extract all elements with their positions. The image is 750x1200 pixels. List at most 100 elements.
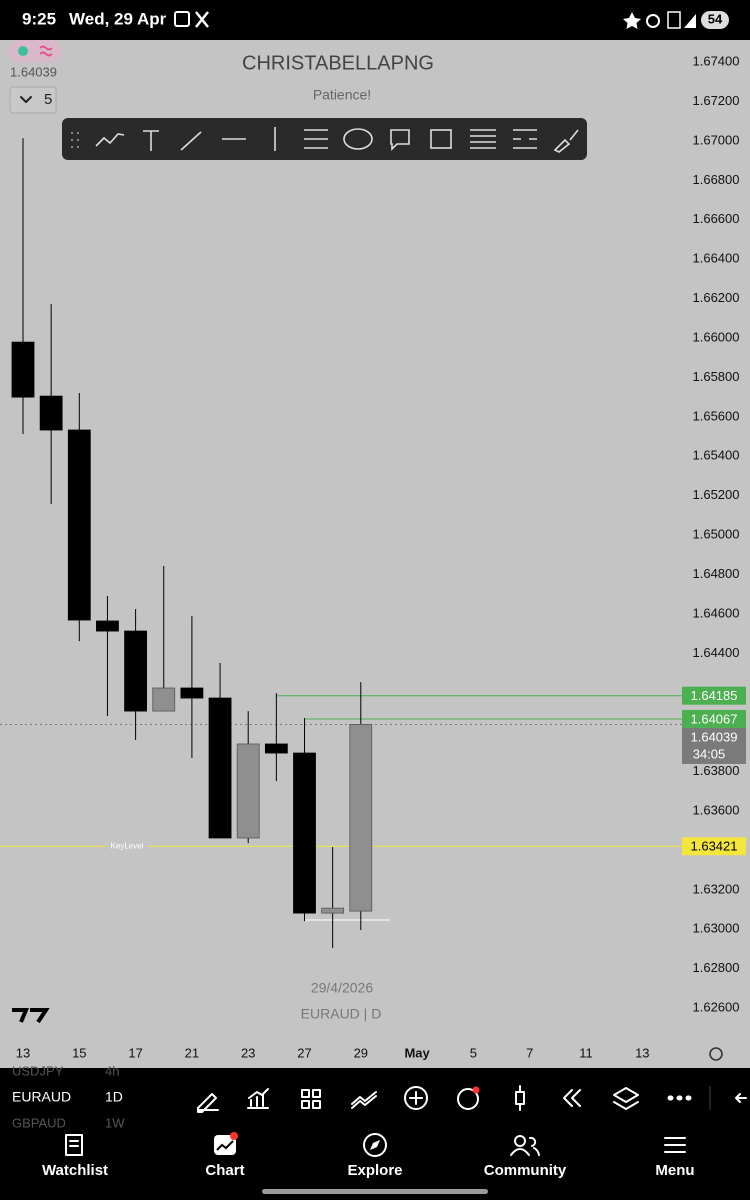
price-tag-label: 1.64185 [691, 688, 738, 703]
y-tick-label: 1.63600 [693, 802, 740, 817]
tool-fib[interactable] [304, 129, 328, 149]
x-tick-label: 27 [297, 1045, 311, 1060]
x-tick-label: 5 [470, 1045, 477, 1060]
candle-body [180, 687, 204, 699]
nav-item[interactable]: Menu [655, 1162, 694, 1179]
y-tick-label: 1.67000 [693, 132, 740, 147]
alert-dot [472, 1086, 480, 1094]
nav-item[interactable]: Chart [205, 1162, 244, 1179]
nav-item[interactable]: Watchlist [42, 1162, 108, 1179]
indicator-dot [18, 46, 28, 56]
y-tick-label: 1.66200 [693, 290, 740, 305]
tool-text[interactable] [143, 130, 159, 151]
tool-brush[interactable] [553, 129, 579, 153]
y-tick-label: 1.64600 [693, 605, 740, 620]
symbol-label: EURAUD | D [301, 1006, 382, 1022]
candle-body [39, 395, 63, 431]
candle-body [293, 752, 316, 914]
watchlist-interval: 1D [105, 1089, 123, 1105]
nav-icon-detail [510, 1136, 540, 1156]
x-tick-label: 21 [185, 1045, 199, 1060]
tool-sline[interactable] [513, 129, 537, 149]
tool-undo[interactable] [735, 1093, 747, 1103]
dropdown-arrow [20, 96, 32, 103]
candle-body [124, 630, 147, 712]
status-icon [623, 12, 641, 29]
tool-chart-type[interactable] [515, 1085, 525, 1111]
tool-lines[interactable] [470, 129, 496, 149]
x-tick-label: 7 [526, 1045, 533, 1060]
chart-tools [197, 1085, 747, 1113]
drag-handle [71, 132, 79, 148]
candle-body [236, 743, 260, 839]
nav-bar [0, 1128, 750, 1200]
nav-icon-detail [370, 1140, 380, 1150]
interval-select[interactable] [9, 86, 57, 114]
x-tick-label: 15 [72, 1045, 86, 1060]
x-tick-label: 11 [579, 1045, 593, 1060]
home-indicator [262, 1189, 488, 1194]
status-icon [195, 11, 209, 28]
tool-compare[interactable] [351, 1091, 377, 1109]
y-tick-label: 1.65800 [693, 369, 740, 384]
watchlist-symbol[interactable]: EURAUD [12, 1089, 71, 1105]
tool-add[interactable] [404, 1086, 428, 1110]
status-date: Wed, 29 Apr [69, 9, 167, 28]
y-tick-label: 1.63200 [693, 881, 740, 896]
tool-draw[interactable] [197, 1093, 219, 1113]
price-tag [682, 686, 746, 705]
nav-item[interactable]: Explore [347, 1162, 402, 1179]
candle-body [321, 907, 345, 914]
candle-body [11, 341, 35, 398]
candle-body [264, 743, 288, 754]
x-tick-label: 23 [241, 1045, 255, 1060]
tool-path[interactable] [95, 133, 125, 147]
tool-add-plus [409, 1091, 423, 1105]
tool-indicators[interactable] [247, 1088, 269, 1109]
y-tick-label: 1.66800 [693, 172, 740, 187]
tool-ellipse[interactable] [343, 128, 373, 150]
tool-layouts[interactable] [301, 1089, 321, 1109]
price-tag [682, 727, 746, 764]
nav-item[interactable]: Community [484, 1162, 567, 1179]
tool-alert[interactable] [457, 1088, 479, 1110]
candle-body [152, 687, 176, 712]
indicator-toggle[interactable] [8, 40, 62, 62]
x-tick-label: May [404, 1045, 430, 1060]
tool-callout[interactable] [390, 129, 410, 151]
tool-layers[interactable] [613, 1087, 639, 1110]
watchlist-symbol[interactable]: GBPAUD [12, 1115, 66, 1130]
watchlist-interval: 1W [105, 1115, 125, 1130]
y-tick-label: 1.66000 [693, 329, 740, 344]
plot: 1.67400 1.67200 1.67000 1.66800 1.66600 1.664… [0, 54, 746, 1060]
candle-body [67, 429, 91, 621]
tool-rect[interactable] [430, 129, 452, 149]
tool-replay[interactable] [563, 1089, 581, 1107]
y-tick-label: 1.67400 [693, 54, 740, 69]
key-level-bg [106, 840, 148, 853]
candle-body [349, 724, 373, 912]
status-icon [667, 11, 681, 29]
status-icon [174, 11, 190, 27]
battery [701, 11, 729, 29]
y-tick-label: 1.64400 [693, 645, 740, 660]
key-level-label: KeyLevel [111, 841, 144, 850]
y-tick-label: 1.66400 [693, 251, 740, 266]
battery-level: 54 [708, 11, 723, 26]
settings-icon[interactable] [709, 1047, 723, 1061]
tool-line[interactable] [180, 131, 202, 151]
nav-icon-detail [216, 1140, 234, 1151]
watchlist-symbol[interactable]: USDJPY [12, 1063, 64, 1078]
y-tick-label: 1.62600 [693, 1000, 740, 1015]
x-tick-label: 13 [16, 1045, 30, 1060]
price-tag-label: 1.64039 [691, 729, 738, 744]
chart-title: CHRISTABELLAPNG [242, 52, 434, 74]
price-tag-label: 1.63421 [691, 839, 738, 854]
nav-icon [214, 1135, 236, 1155]
candle-body [208, 697, 232, 839]
y-tick-label: 1.64800 [693, 566, 740, 581]
nav-icon [664, 1137, 686, 1153]
status-time: 9:25 [22, 9, 56, 28]
logo [12, 1008, 50, 1024]
date-label: 29/4/2026 [311, 980, 373, 996]
